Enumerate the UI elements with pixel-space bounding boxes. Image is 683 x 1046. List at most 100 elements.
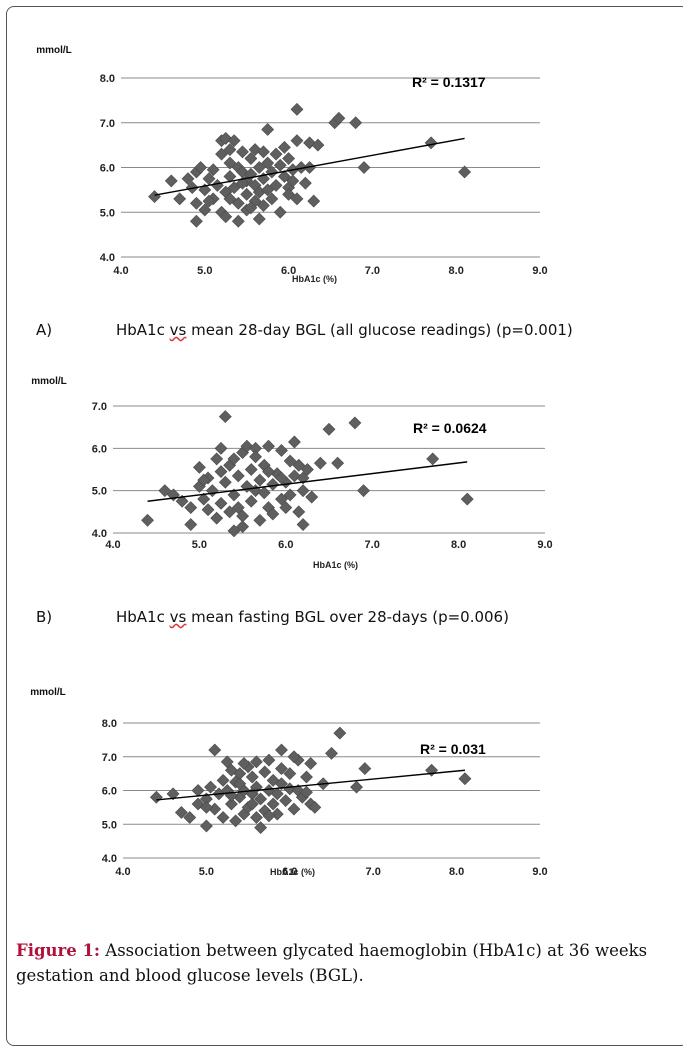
data-point [253,513,267,527]
data-point [149,790,163,804]
y-tick-label: 6.0 [92,443,107,455]
data-point [231,501,245,515]
data-point [358,762,372,775]
data-point [349,116,363,130]
data-point [252,212,266,226]
x-tick-label: 5.0 [192,539,207,551]
y-axis-label: mmol/L [31,376,67,387]
panel-caption-b: B) HbA1c vs mean fasting BGL over 28-days… [36,608,509,626]
r-squared-label: R² = 0.031 [420,741,486,757]
panel-label-a: A) [36,321,53,339]
x-tick-label: 7.0 [365,539,380,551]
data-point [227,524,241,538]
data-point [262,753,276,767]
data-point [424,136,438,150]
data-point [265,192,279,206]
x-tick-label: 7.0 [366,866,381,878]
panel-caption-a-vs: vs [169,321,187,339]
data-point [279,794,293,808]
data-point [184,518,198,531]
data-point [231,214,245,228]
data-point [332,111,346,125]
r-squared-label: R² = 0.1317 [412,74,486,90]
data-point [229,814,243,828]
data-point [205,484,219,498]
data-point [158,484,172,498]
data-point [275,492,288,506]
x-tick-label: 6.0 [278,539,293,551]
x-tick-label: 9.0 [532,866,547,878]
data-point [252,161,266,174]
data-point [215,147,228,161]
data-point [286,174,300,188]
data-point [214,441,228,455]
x-tick-label: 9.0 [537,539,552,551]
y-tick-label: 5.0 [102,819,117,831]
data-point [164,174,178,188]
data-point [304,757,318,770]
data-point [275,444,288,457]
data-point [240,187,254,201]
figure-caption-label: Figure 1: [16,941,101,960]
figure-caption: Figure 1: Association between glycated h… [16,938,671,988]
data-point [270,807,284,821]
data-point [218,410,232,424]
data-point [231,469,245,483]
data-point [275,777,288,791]
data-point [292,458,306,472]
data-point [199,800,213,814]
data-point [300,463,314,476]
data-point [296,518,310,531]
x-tick-label: 5.0 [199,866,214,878]
data-point [269,178,283,192]
data-point [250,811,263,824]
data-point [288,469,301,483]
data-point [210,178,224,192]
panel-caption-b-pre: HbA1c [116,608,165,626]
data-point [204,780,217,794]
data-point [201,503,215,517]
x-tick-label: 6.0 [282,866,297,878]
data-point [244,494,258,508]
data-point [261,183,275,197]
data-point [261,123,275,136]
x-tick-label: 7.0 [365,265,380,277]
data-point [325,746,338,760]
x-axis-label: HbA1c (%) [313,560,358,570]
data-point [223,143,237,157]
y-tick-label: 8.0 [100,73,115,85]
data-point [224,797,238,811]
x-axis-label: HbA1c (%) [292,274,337,284]
data-point [283,488,297,502]
data-point [357,484,370,498]
y-tick-label: 6.0 [100,163,115,175]
data-point [262,439,275,453]
y-axis-label: mmol/L [36,45,72,56]
y-tick-label: 5.0 [100,207,115,219]
data-point [331,456,345,470]
data-point [279,501,293,515]
data-point [166,787,180,801]
data-point [173,192,187,206]
panel-caption-a-post: mean 28-day BGL (all glucose readings) (… [186,321,573,339]
data-point [199,819,213,833]
data-point [296,471,310,485]
r-squared-label: R² = 0.0624 [413,420,487,436]
y-tick-label: 7.0 [102,752,117,764]
data-point [311,138,325,152]
x-axis-label: HbA1c (%) [270,867,315,877]
y-tick-label: 7.0 [92,401,107,413]
data-point [210,452,224,466]
data-point [307,194,321,208]
data-point [290,134,304,148]
data-point [223,156,237,170]
y-tick-label: 5.0 [92,486,107,498]
trendline [147,461,468,502]
x-tick-label: 8.0 [451,539,466,551]
data-point [262,809,276,823]
panel-label-b: B) [36,608,53,626]
data-point [282,152,296,165]
x-tick-label: 8.0 [449,866,464,878]
x-tick-label: 4.0 [113,265,128,277]
y-tick-label: 4.0 [92,528,107,540]
